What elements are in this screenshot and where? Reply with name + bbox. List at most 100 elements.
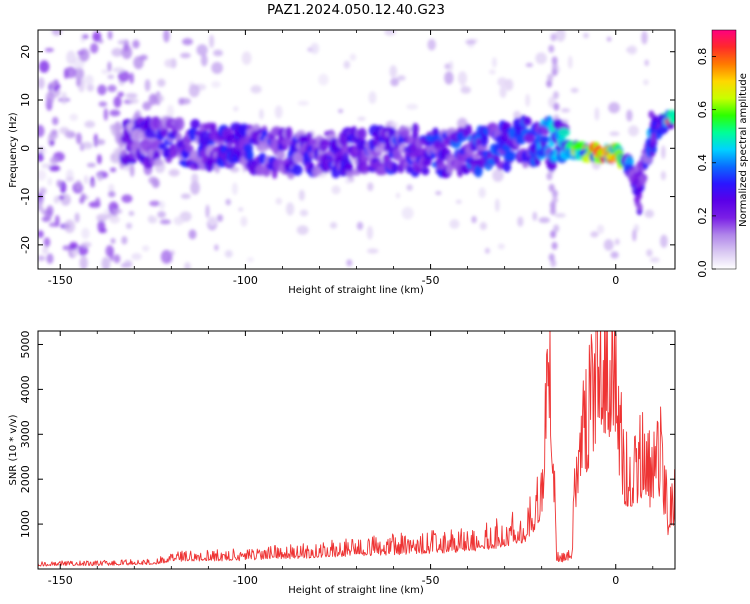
- heatmap-noise-blob: [121, 236, 128, 245]
- heatmap-noise-blob: [590, 231, 599, 238]
- heatmap-noise-blob: [80, 193, 86, 201]
- heatmap-ridge-blob: [306, 131, 313, 142]
- heatmap-ridge-blob: [423, 159, 432, 167]
- heatmap-noise-blob: [61, 91, 68, 105]
- heatmap-streak-blob: [551, 68, 558, 77]
- heatmap-noise-blob: [357, 116, 366, 121]
- heatmap-noise-blob: [560, 108, 571, 113]
- heatmap-noise-blob: [96, 213, 108, 222]
- heatmap-noise-blob: [168, 169, 180, 177]
- heatmap-streak-blob: [553, 102, 560, 111]
- heatmap-noise-blob: [427, 38, 436, 51]
- snr-x-tick-label: 0: [612, 574, 619, 587]
- heatmap-noise-blob: [479, 222, 487, 231]
- heatmap-noise-blob: [205, 204, 210, 219]
- heatmap-noise-blob: [366, 225, 374, 240]
- heatmap-noise-blob: [157, 78, 166, 88]
- heatmap-noise-blob: [250, 85, 262, 94]
- heatmap-noise-blob: [614, 238, 620, 246]
- heatmap-noise-blob: [173, 216, 184, 226]
- heatmap-ridge-blob: [281, 138, 292, 146]
- heatmap-noise-blob: [191, 173, 199, 185]
- heatmap-noise-blob: [147, 215, 155, 224]
- spectrogram-y-ticks: 20 10 0 -10 -20: [19, 45, 675, 254]
- heatmap-streak-blob: [552, 91, 559, 100]
- heatmap-noise-blob: [38, 146, 45, 152]
- heatmap-noise-blob: [224, 250, 233, 258]
- heatmap-noise-blob: [38, 255, 46, 262]
- heatmap-noise-blob: [75, 132, 82, 145]
- heatmap-noise-blob: [465, 39, 477, 45]
- heatmap-ridge-blob: [357, 127, 367, 140]
- snr-y-tick-label: 2000: [19, 465, 32, 493]
- heatmap-noise-blob: [525, 62, 534, 68]
- heatmap-noise-blob: [107, 61, 112, 73]
- snr-x-ticks: -150 -100 -50 0: [48, 331, 654, 587]
- snr-y-tick-label: 4000: [19, 375, 32, 403]
- figure-title: PAZ1.2024.050.12.40.G23: [267, 2, 445, 18]
- heatmap-streak-blob: [551, 189, 558, 198]
- heatmap-noise-blob: [517, 216, 524, 227]
- heatmap-noise-blob: [366, 248, 379, 254]
- heatmap-noise-blob: [157, 211, 166, 219]
- heatmap-ridge-blob: [342, 152, 350, 165]
- heatmap-noise-blob: [449, 219, 460, 229]
- heatmap-noise-blob: [567, 55, 573, 69]
- heatmap-noise-blob: [117, 39, 130, 45]
- heatmap-noise-blob: [44, 47, 54, 53]
- heatmap-noise-blob: [190, 180, 200, 195]
- spectrogram-x-tick-label: -100: [233, 274, 258, 287]
- heatmap-noise-blob: [460, 86, 471, 94]
- heatmap-noise-blob: [661, 145, 666, 160]
- heatmap-ridge-blob: [246, 149, 254, 163]
- heatmap-noise-blob: [90, 43, 99, 54]
- heatmap-noise-blob: [348, 175, 355, 183]
- heatmap-noise-blob: [259, 108, 264, 120]
- heatmap-noise-blob: [76, 77, 81, 87]
- heatmap-noise-blob: [216, 214, 224, 222]
- heatmap-noise-blob: [75, 180, 82, 191]
- heatmap-noise-blob: [38, 230, 44, 239]
- heatmap-noise-blob: [38, 152, 44, 162]
- heatmap-noise-blob: [132, 39, 140, 49]
- spectrogram-x-ticks: -150 -100 -50 0: [48, 30, 654, 287]
- heatmap-ridge-blob: [121, 154, 130, 167]
- heatmap-noise-blob: [45, 91, 55, 105]
- heatmap-ridge-blob: [145, 116, 152, 125]
- heatmap-noise-blob: [62, 245, 71, 251]
- heatmap-streak-blob: [551, 241, 558, 250]
- heatmap-noise-blob: [513, 110, 522, 120]
- snr-y-ticks: 1000 2000 3000 4000 5000: [19, 330, 675, 538]
- heatmap-noise-blob: [298, 189, 305, 201]
- heatmap-ridge-blob: [165, 157, 172, 164]
- heatmap-noise-blob: [82, 34, 89, 40]
- heatmap-noise-blob: [538, 217, 551, 224]
- heatmap-noise-blob: [164, 58, 175, 68]
- heatmap-noise-blob: [240, 216, 248, 227]
- snr-x-tick-label: -100: [233, 574, 258, 587]
- heatmap-noise-blob: [628, 125, 639, 137]
- heatmap-noise-blob: [129, 72, 134, 84]
- heatmap-noise-blob: [178, 97, 185, 106]
- heatmap-noise-blob: [627, 44, 638, 56]
- heatmap-noise-blob: [107, 30, 113, 40]
- heatmap-noise-blob: [643, 79, 649, 86]
- heatmap-noise-blob: [609, 131, 620, 137]
- heatmap-noise-blob: [644, 209, 655, 219]
- heatmap-noise-blob: [406, 184, 413, 191]
- heatmap-noise-blob: [48, 222, 59, 228]
- heatmap-noise-blob: [58, 195, 65, 200]
- heatmap-ridge-blob: [505, 150, 517, 162]
- heatmap-noise-blob: [100, 227, 108, 234]
- heatmap-noise-blob: [131, 253, 142, 261]
- heatmap-noise-blob: [108, 191, 116, 198]
- heatmap-noise-blob: [499, 85, 507, 98]
- heatmap-noise-blob: [38, 169, 47, 181]
- heatmap-noise-blob: [535, 52, 547, 65]
- heatmap-ridge-blob: [464, 124, 473, 136]
- heatmap-noise-blob: [610, 251, 619, 259]
- heatmap-noise-blob: [107, 74, 115, 79]
- heatmap-noise-blob: [98, 101, 108, 107]
- spectrogram-y-tick-label: -10: [19, 188, 32, 206]
- heatmap-streak-blob: [551, 56, 558, 65]
